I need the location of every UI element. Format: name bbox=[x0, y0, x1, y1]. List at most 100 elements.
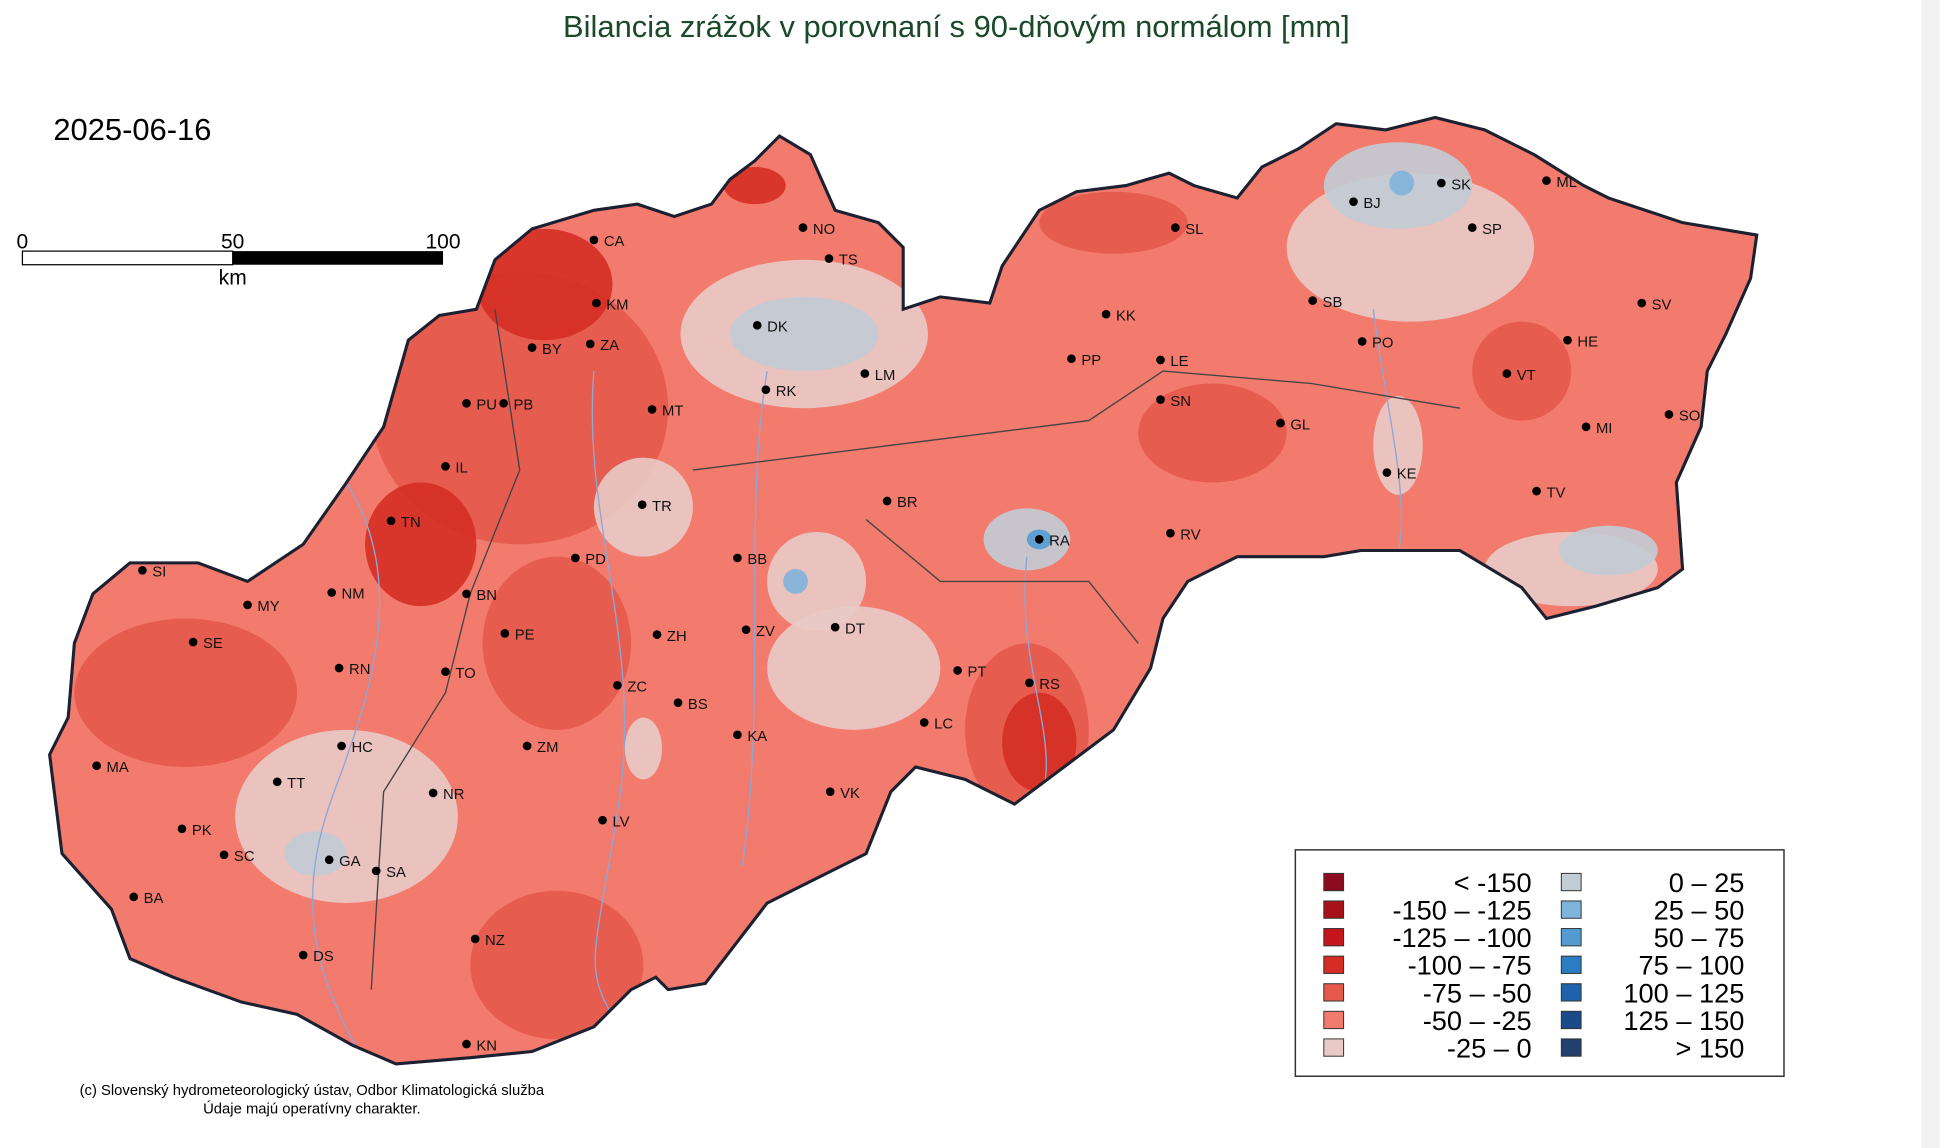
station-dot bbox=[1156, 355, 1165, 365]
scale-segment bbox=[232, 251, 444, 265]
station-label: MY bbox=[257, 599, 279, 615]
station-dot bbox=[1171, 223, 1180, 232]
station-label: NM bbox=[342, 587, 365, 603]
station-label: BJ bbox=[1363, 196, 1380, 212]
station-dot bbox=[462, 589, 471, 599]
station-dot bbox=[129, 892, 139, 902]
station-dot bbox=[92, 761, 101, 771]
station-dot bbox=[324, 855, 334, 865]
boundary-line bbox=[741, 371, 768, 867]
legend-label: 75 – 100 bbox=[1639, 950, 1745, 981]
station-dot bbox=[637, 500, 647, 510]
station-label: PD bbox=[585, 552, 606, 568]
station-label: PU bbox=[476, 397, 497, 413]
country-border bbox=[48, 115, 1759, 1066]
station-dot bbox=[652, 630, 662, 639]
legend-swatch bbox=[1560, 1010, 1582, 1030]
station-label: BY bbox=[542, 342, 562, 358]
station-label: LM bbox=[875, 368, 896, 384]
station-label: SI bbox=[152, 564, 166, 580]
station-label: BR bbox=[897, 495, 918, 511]
station-label: MT bbox=[662, 404, 683, 420]
station-label: ZV bbox=[756, 624, 775, 640]
legend-label: 25 – 50 bbox=[1654, 895, 1745, 926]
legend-swatch bbox=[1323, 983, 1345, 1002]
station-label: GA bbox=[339, 854, 361, 870]
station-dot bbox=[1532, 486, 1541, 496]
station-dot bbox=[598, 815, 607, 825]
map-date: 2025-06-16 bbox=[53, 112, 211, 147]
station-dot bbox=[337, 741, 346, 751]
legend-label: -100 – -75 bbox=[1408, 950, 1532, 981]
station-label: NZ bbox=[485, 933, 505, 949]
station-label: TT bbox=[287, 776, 305, 792]
station-dot bbox=[761, 385, 771, 395]
station-label: TN bbox=[401, 515, 421, 531]
precip-zone bbox=[1138, 383, 1287, 483]
station-dot bbox=[243, 600, 252, 610]
station-label: TS bbox=[839, 253, 858, 269]
station-label: KM bbox=[606, 297, 628, 313]
station-label: ZH bbox=[667, 629, 687, 645]
scale-bar: 0 50 100 km bbox=[17, 231, 461, 290]
station-dot bbox=[830, 622, 840, 632]
boundary-line bbox=[591, 371, 626, 1028]
station-dot bbox=[138, 565, 147, 575]
station-dot bbox=[860, 369, 870, 378]
station-dot bbox=[1664, 410, 1674, 419]
station-label: ZM bbox=[537, 740, 558, 756]
station-dot bbox=[500, 629, 510, 638]
legend-label: -50 – -25 bbox=[1423, 1005, 1532, 1036]
precip-zone bbox=[1558, 525, 1658, 576]
legend-box bbox=[1294, 849, 1785, 1077]
station-dot bbox=[462, 398, 471, 408]
station-dot bbox=[327, 588, 337, 597]
station-label: BA bbox=[144, 891, 164, 907]
station-dot bbox=[386, 516, 396, 526]
station-dot bbox=[441, 667, 450, 677]
station-label: SK bbox=[1451, 177, 1471, 193]
station-dot bbox=[647, 405, 657, 414]
legend-label: > 150 bbox=[1676, 1032, 1745, 1063]
precip-zone bbox=[723, 167, 786, 205]
precip-zone bbox=[482, 556, 632, 730]
station-label: RN bbox=[349, 662, 370, 678]
legend-swatch bbox=[1323, 1038, 1345, 1057]
legend-swatch bbox=[1560, 928, 1582, 947]
credit: Údaje majú operatívny charakter. bbox=[203, 1100, 421, 1117]
station-dot bbox=[1542, 176, 1551, 185]
station-dot bbox=[1276, 418, 1285, 428]
station-dot bbox=[1156, 395, 1165, 404]
legend-label: 0 – 25 bbox=[1669, 867, 1745, 898]
station-dot bbox=[953, 666, 962, 675]
boundary-line bbox=[311, 482, 381, 1052]
precip-zone bbox=[74, 618, 298, 767]
legend-label: -150 – -125 bbox=[1392, 895, 1531, 926]
precip-zone bbox=[1002, 692, 1077, 792]
station-dot bbox=[1101, 309, 1111, 319]
station-dot bbox=[589, 235, 599, 245]
station-label: PP bbox=[1081, 353, 1101, 369]
scale-label: 50 bbox=[221, 231, 244, 254]
station-label: LV bbox=[612, 814, 629, 830]
station-dot bbox=[334, 663, 344, 673]
precip-zone bbox=[371, 272, 669, 545]
legend: < -150-150 – -125-125 – -100-100 – -75-7… bbox=[1323, 867, 1745, 1063]
station-dot bbox=[752, 321, 762, 330]
station-label: PB bbox=[514, 397, 534, 413]
station-label: VT bbox=[1517, 368, 1536, 384]
legend-swatch bbox=[1560, 900, 1582, 919]
precip-zone bbox=[730, 296, 879, 372]
station-label: NR bbox=[443, 787, 465, 803]
station-dot bbox=[1034, 535, 1044, 544]
credit: (c) Slovenský hydrometeorologický ústav,… bbox=[80, 1083, 545, 1099]
scale-unit: km bbox=[219, 267, 247, 290]
legend-label: < -150 bbox=[1454, 867, 1532, 898]
station-label: SP bbox=[1482, 222, 1502, 238]
station-label: SE bbox=[203, 636, 223, 652]
station-dot bbox=[219, 850, 229, 860]
legend-label: 125 – 150 bbox=[1623, 1005, 1744, 1036]
map-title: Bilancia zrážok v porovnaní s 90-dňovým … bbox=[563, 9, 1350, 44]
station-label: ML bbox=[1556, 175, 1577, 191]
